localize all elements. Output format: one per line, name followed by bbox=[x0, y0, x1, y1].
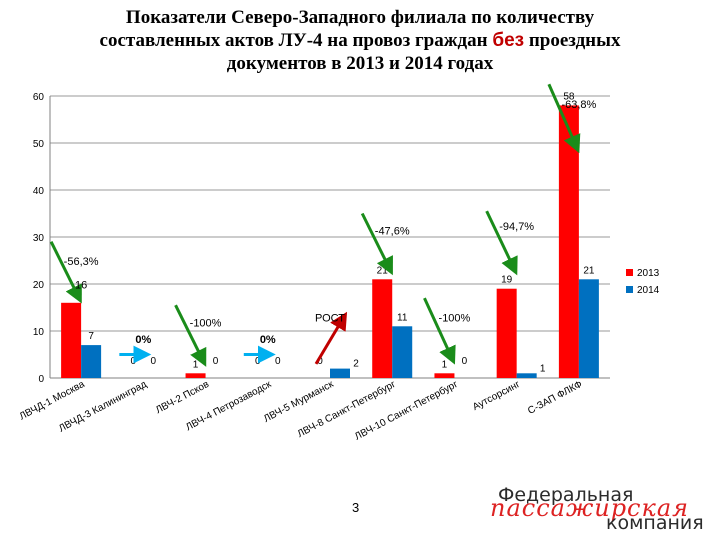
change-annotation: -100% bbox=[439, 313, 471, 325]
title-line-2: составленных актов ЛУ-4 на провоз гражда… bbox=[99, 30, 621, 51]
bar-2013 bbox=[496, 288, 517, 378]
bars bbox=[61, 105, 599, 379]
y-tick-label: 40 bbox=[33, 186, 45, 197]
data-label: 1 bbox=[193, 359, 199, 370]
trend-arrow-down bbox=[547, 83, 581, 154]
page-number: 3 bbox=[352, 500, 360, 515]
trend-arrow-down bbox=[485, 210, 518, 276]
bar-2013 bbox=[558, 105, 579, 379]
data-label: 7 bbox=[88, 331, 94, 342]
data-label: 1 bbox=[442, 359, 448, 370]
y-tick-label: 10 bbox=[33, 327, 45, 338]
logo-script: пассажирская bbox=[490, 494, 690, 522]
y-tick-label: 0 bbox=[38, 374, 44, 385]
data-label: 0 bbox=[151, 356, 157, 367]
change-annotation: -100% bbox=[190, 317, 222, 329]
data-label: 0 bbox=[131, 356, 137, 367]
change-annotation: 0% bbox=[260, 334, 276, 346]
data-label: 11 bbox=[397, 312, 408, 323]
logo-line-3: компания bbox=[606, 512, 704, 534]
x-category-label: Аутсорсинг bbox=[471, 379, 522, 413]
company-logo: Федеральная пассажирская компания bbox=[488, 482, 720, 540]
logo-line-1: Федеральная bbox=[498, 484, 634, 506]
legend-label: 2014 bbox=[637, 285, 660, 296]
y-tick-label: 30 bbox=[33, 233, 45, 244]
x-category-label: ЛВЧ-2 Псков bbox=[154, 379, 211, 416]
bar-2013 bbox=[434, 373, 455, 378]
trend-arrow-down bbox=[174, 304, 207, 367]
change-annotation: -94,7% bbox=[499, 221, 534, 233]
y-tick-label: 20 bbox=[33, 280, 45, 291]
data-label: 0 bbox=[213, 356, 219, 367]
change-annotation: 0% bbox=[135, 334, 151, 346]
legend-swatch bbox=[626, 286, 633, 293]
data-label: 0 bbox=[317, 356, 323, 367]
trend-arrow-up bbox=[314, 311, 348, 365]
data-label: 21 bbox=[377, 265, 389, 276]
bar-2013 bbox=[61, 302, 82, 378]
trend-arrows bbox=[49, 83, 581, 367]
data-label: 0 bbox=[275, 356, 281, 367]
data-label: 1 bbox=[540, 363, 546, 374]
data-label: 2 bbox=[353, 359, 359, 370]
data-label: 0 bbox=[462, 356, 468, 367]
bar-2014 bbox=[392, 326, 413, 378]
change-annotations: -56,3% 0% -100% 0% РОСТ -47,6% -100% -94,7% -63,… bbox=[64, 99, 597, 346]
bar-2013 bbox=[185, 373, 206, 378]
change-annotation: -63,8% bbox=[561, 99, 596, 111]
data-label: 21 bbox=[583, 265, 595, 276]
bar-2013 bbox=[372, 279, 393, 378]
change-annotation: -56,3% bbox=[64, 256, 99, 268]
legend-label: 2013 bbox=[637, 268, 660, 279]
bar-2014 bbox=[516, 373, 537, 378]
legend: 2013 2014 bbox=[626, 268, 660, 296]
x-category-label: ЛВЧ-8 Санкт-Петербург bbox=[295, 378, 398, 440]
data-label: 58 bbox=[563, 91, 575, 102]
change-annotation: 16 bbox=[75, 280, 87, 292]
change-annotation: -47,6% bbox=[375, 226, 410, 238]
change-annotation: РОСТ bbox=[315, 313, 345, 325]
chart-title: Показатели Северо-Западного филиала по к… bbox=[40, 6, 680, 75]
gridlines bbox=[49, 95, 610, 379]
x-category-label: ЛВЧ-10 Санкт-Петербург bbox=[353, 378, 461, 443]
trend-arrow-down bbox=[49, 241, 82, 304]
data-label: 19 bbox=[501, 275, 513, 286]
title-highlight: без bbox=[492, 30, 525, 51]
y-tick-label: 50 bbox=[33, 139, 45, 150]
trend-arrow-down bbox=[423, 297, 456, 365]
title-line-3: документов в 2013 и 2014 годах bbox=[226, 53, 494, 74]
y-axis-ticks: 0 10 20 30 40 50 60 bbox=[33, 92, 45, 385]
data-label: 0 bbox=[255, 356, 261, 367]
bar-2014 bbox=[330, 368, 350, 378]
x-category-label: С-ЗАП ФЛКФ bbox=[526, 379, 585, 417]
legend-swatch bbox=[626, 269, 633, 276]
y-tick-label: 60 bbox=[33, 92, 45, 103]
bar-2014 bbox=[81, 345, 102, 378]
trend-arrow-down bbox=[360, 212, 393, 276]
bar-2014 bbox=[578, 279, 599, 378]
title-line-1: Показатели Северо-Западного филиала по к… bbox=[125, 7, 595, 28]
